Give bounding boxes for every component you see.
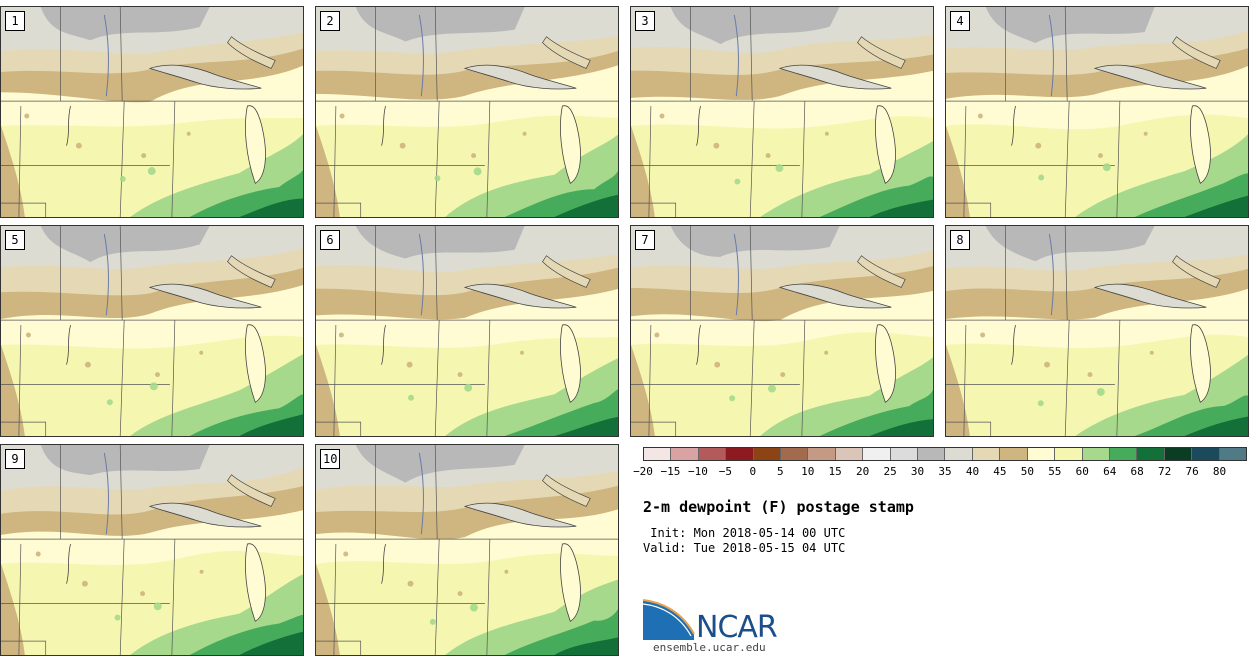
colorbar-segment bbox=[918, 448, 946, 460]
member-number: 2 bbox=[320, 11, 340, 31]
dewpoint-map bbox=[946, 7, 1248, 217]
ensemble-member-map: 9 bbox=[0, 444, 304, 656]
colorbar-tick-label: 10 bbox=[801, 465, 815, 478]
dewpoint-map bbox=[1, 226, 303, 436]
ensemble-member-map: 1 bbox=[0, 6, 304, 218]
colorbar-tick-label: 20 bbox=[856, 465, 870, 478]
colorbar-segment bbox=[1109, 448, 1138, 460]
colorbar-tick-label: −10 bbox=[687, 465, 708, 478]
member-number: 1 bbox=[5, 11, 25, 31]
ensemble-member-map: 7 bbox=[630, 225, 934, 437]
colorbar-tick-label: 30 bbox=[910, 465, 925, 478]
colorbar-tick-label: 80 bbox=[1212, 465, 1227, 478]
colorbar-segment bbox=[753, 448, 782, 460]
colorbar-tick-label: 64 bbox=[1103, 465, 1117, 478]
colorbar-segment bbox=[1027, 448, 1056, 460]
ensemble-member-map: 2 bbox=[315, 6, 619, 218]
dewpoint-map bbox=[1, 7, 303, 217]
member-number: 6 bbox=[320, 230, 340, 250]
colorbar bbox=[643, 447, 1247, 461]
ensemble-member-map: 8 bbox=[945, 225, 1249, 437]
colorbar-segment bbox=[808, 448, 836, 460]
colorbar-segment bbox=[671, 448, 699, 460]
colorbar-tick-label: −5 bbox=[718, 465, 732, 478]
dewpoint-map bbox=[631, 7, 933, 217]
colorbar-segment bbox=[1055, 448, 1083, 460]
colorbar-segment bbox=[945, 448, 973, 460]
dewpoint-map bbox=[946, 226, 1248, 436]
colorbar-segment bbox=[863, 448, 891, 460]
ensemble-member-map: 5 bbox=[0, 225, 304, 437]
logo-url: ensemble.ucar.edu bbox=[653, 641, 766, 654]
dewpoint-map bbox=[631, 226, 933, 436]
dewpoint-map bbox=[316, 445, 618, 655]
colorbar-tick-label: 40 bbox=[965, 465, 980, 478]
colorbar-tick-label: 68 bbox=[1130, 465, 1144, 478]
init-time: Init: Mon 2018-05-14 00 UTC bbox=[643, 526, 846, 540]
colorbar-segment bbox=[1082, 448, 1110, 460]
dewpoint-map bbox=[1, 445, 303, 655]
colorbar-tick-label: 50 bbox=[1020, 465, 1034, 478]
colorbar-segment bbox=[698, 448, 727, 460]
ensemble-member-map: 10 bbox=[315, 444, 619, 656]
colorbar-ticks: −20 −15 −10 −5 0 5 10 15 20 25 30 35 40 45 50 55 60 64 68 7… bbox=[633, 465, 1247, 481]
colorbar-segment bbox=[1164, 448, 1193, 460]
ncar-logo-icon bbox=[642, 599, 695, 640]
colorbar-segment bbox=[1137, 448, 1165, 460]
colorbar-tick-label: 72 bbox=[1158, 465, 1172, 478]
valid-time: Valid: Tue 2018-05-15 04 UTC bbox=[643, 541, 846, 555]
member-number: 5 bbox=[5, 230, 25, 250]
member-number: 4 bbox=[950, 11, 970, 31]
ensemble-member-map: 3 bbox=[630, 6, 934, 218]
colorbar-segment bbox=[835, 448, 864, 460]
colorbar-segment bbox=[972, 448, 1001, 460]
colorbar-segment bbox=[1000, 448, 1028, 460]
ensemble-member-map: 6 bbox=[315, 225, 619, 437]
dewpoint-map bbox=[316, 226, 618, 436]
colorbar-segment bbox=[644, 448, 672, 460]
logo-wordmark: NCAR bbox=[696, 610, 778, 645]
colorbar-segment bbox=[781, 448, 809, 460]
colorbar-tick-label: 0 bbox=[749, 465, 757, 478]
colorbar-segment bbox=[890, 448, 919, 460]
colorbar-segment bbox=[1192, 448, 1220, 460]
member-number: 3 bbox=[635, 11, 655, 31]
dewpoint-map bbox=[316, 7, 618, 217]
colorbar-tick-label: 55 bbox=[1048, 465, 1062, 478]
colorbar-tick-label: 45 bbox=[993, 465, 1007, 478]
member-number: 10 bbox=[320, 449, 341, 469]
colorbar-segment bbox=[726, 448, 754, 460]
colorbar-tick-label: 15 bbox=[828, 465, 842, 478]
ensemble-member-map: 4 bbox=[945, 6, 1249, 218]
colorbar-tick-label: 60 bbox=[1075, 465, 1089, 478]
colorbar-tick-label: 25 bbox=[883, 465, 897, 478]
colorbar-tick-label: 76 bbox=[1185, 465, 1199, 478]
member-number: 8 bbox=[950, 230, 970, 250]
member-number: 9 bbox=[5, 449, 25, 469]
colorbar-segment bbox=[1219, 448, 1246, 460]
member-number: 7 bbox=[635, 230, 655, 250]
colorbar-tick-label: −20 bbox=[633, 465, 653, 478]
chart-title: 2-m dewpoint (F) postage stamp bbox=[643, 498, 914, 516]
colorbar-tick-label: −15 bbox=[660, 465, 681, 478]
colorbar-tick-label: 5 bbox=[776, 465, 784, 478]
colorbar-tick-label: 35 bbox=[938, 465, 952, 478]
